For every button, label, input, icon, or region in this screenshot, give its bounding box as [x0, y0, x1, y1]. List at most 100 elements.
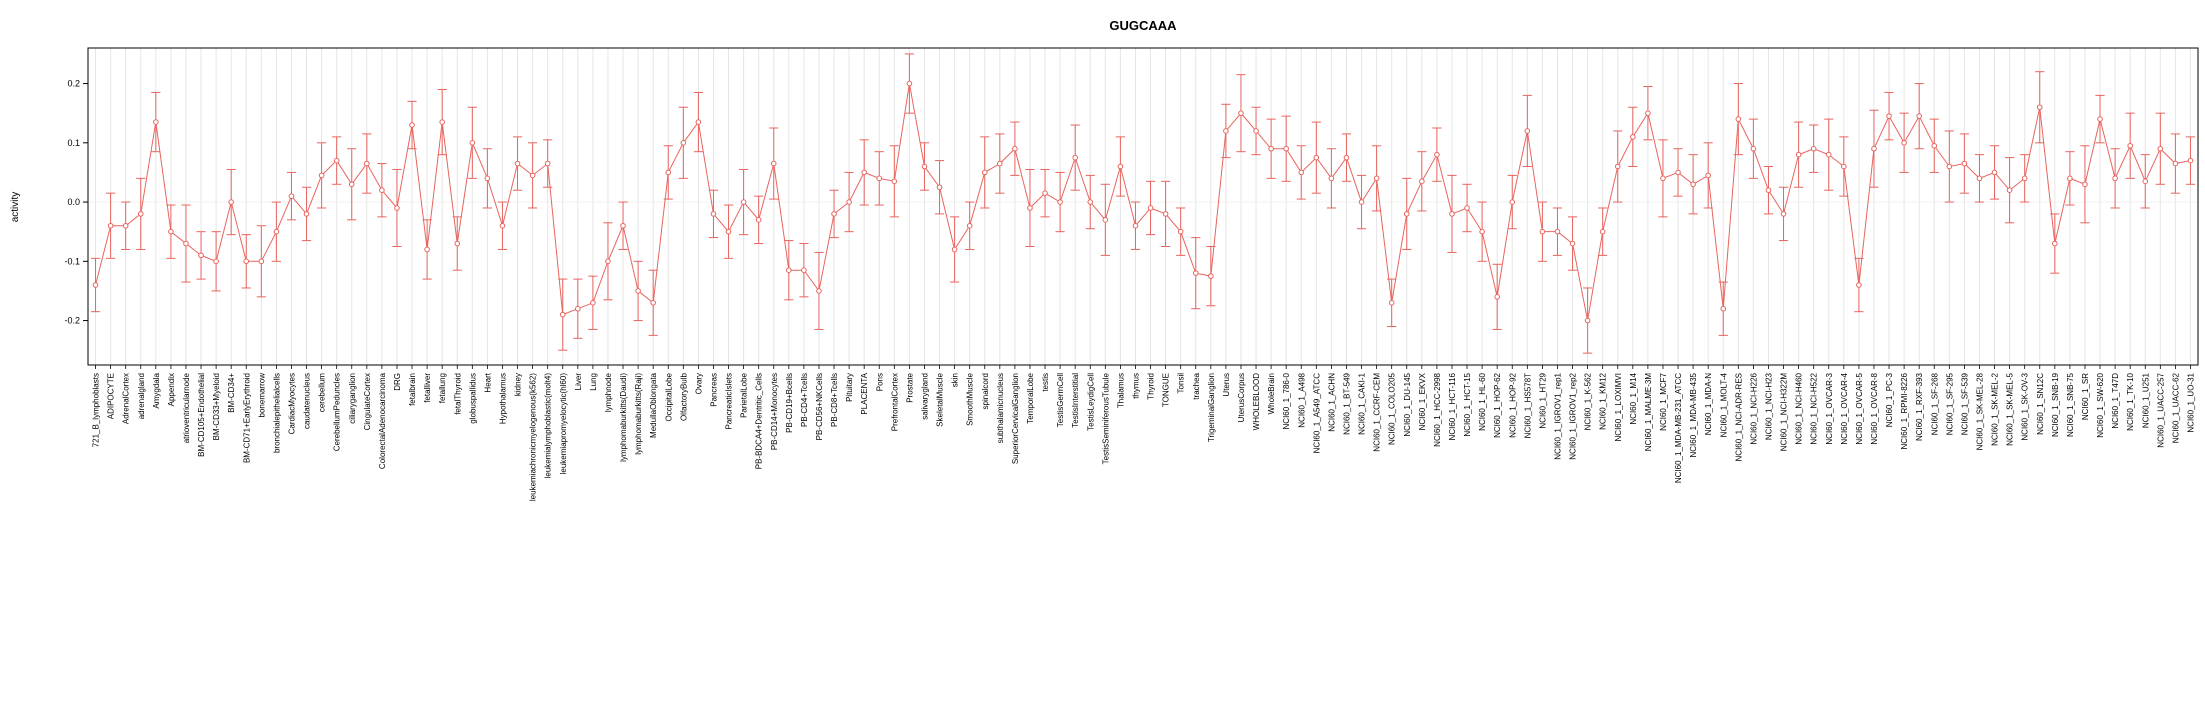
data-point	[2187, 157, 2194, 164]
x-tick-label: Thalamus	[1116, 373, 1125, 408]
data-point	[1328, 175, 1335, 182]
data-point	[1660, 175, 1666, 182]
data-point	[303, 211, 310, 217]
x-tick-label: leukemialymphoblastic(molt4)	[544, 373, 553, 479]
data-point	[243, 258, 250, 265]
data-point	[273, 228, 280, 235]
data-point	[755, 217, 762, 223]
x-tick-label: Pancreas	[709, 373, 718, 407]
x-tick-label: Appendix	[167, 373, 176, 406]
x-tick-label: bonemarrow	[257, 373, 266, 418]
data-point	[2052, 240, 2058, 247]
x-tick-label: NCI60_1_HCC-2998	[1433, 372, 1442, 446]
data-point	[1434, 151, 1440, 158]
data-point	[333, 157, 340, 164]
data-point	[695, 119, 702, 125]
x-tick-label: Uterus	[1222, 373, 1231, 397]
x-tick-label: NCI60_1_UO-31	[2186, 372, 2195, 432]
data-point	[861, 169, 867, 176]
x-tick-label: Liver	[574, 373, 583, 391]
x-tick-label: Hypothalamus	[498, 373, 507, 424]
data-point	[786, 267, 792, 273]
x-tick-label: NCI60_1_PC-3	[1885, 372, 1894, 427]
data-point	[1690, 181, 1696, 188]
data-point	[1946, 163, 1953, 170]
x-tick-label: NCI60_1_HCT-15	[1463, 372, 1472, 436]
x-tick-label: NCI60_1_U251	[2141, 372, 2150, 428]
plot-border	[87, 47, 2199, 366]
series-line	[95, 83, 2191, 321]
x-tick-label: atrioventricularnode	[182, 372, 191, 443]
x-tick-label: ciliaryganglion	[348, 373, 357, 424]
x-tick-label: TemporalLobe	[1026, 372, 1035, 423]
x-tick-label: NCI60_1_SR	[2081, 373, 2090, 420]
data-point	[1584, 317, 1591, 324]
data-point	[1931, 142, 1938, 149]
x-tick-label: PancreaticIslets	[725, 373, 734, 429]
chart-title: GUGCAAA	[1109, 18, 1177, 33]
data-point	[153, 119, 159, 125]
data-point	[2157, 145, 2164, 152]
data-point	[981, 169, 988, 176]
x-tick-label: NCI60_1_SNB-75	[2066, 372, 2075, 437]
data-point	[1614, 163, 1621, 170]
data-point	[816, 288, 822, 294]
data-point	[1373, 175, 1380, 182]
data-point	[725, 228, 732, 235]
data-point	[469, 140, 476, 146]
x-tick-label: PB-CD4+Tcells	[800, 373, 809, 427]
data-point	[1795, 151, 1802, 158]
x-tick-label: OccipitalLobe	[664, 372, 673, 421]
x-tick-label: ParietalLobe	[740, 372, 749, 417]
data-point	[424, 246, 430, 253]
data-point	[1102, 217, 1109, 223]
data-point	[1208, 273, 1214, 279]
x-tick-label: NCI60_1_A549_ATCC	[1312, 373, 1321, 454]
x-tick-label: fetalThyroid	[453, 373, 462, 415]
x-tick-label: subthalamicnucleus	[996, 373, 1005, 443]
data-point	[665, 169, 672, 176]
x-tick-label: 721_B_lymphoblasts	[92, 373, 101, 447]
x-tick-label: NCI60_1_SF-539	[1960, 372, 1969, 435]
data-point	[1645, 110, 1651, 116]
data-point	[1524, 128, 1531, 134]
data-point	[1780, 211, 1787, 217]
data-point	[228, 199, 234, 205]
data-point	[936, 184, 943, 191]
data-point	[559, 311, 566, 318]
data-point	[1253, 128, 1259, 134]
data-point	[1238, 110, 1244, 116]
data-point	[2112, 175, 2118, 182]
x-tick-label: NCI60_1_MCF7	[1659, 372, 1668, 430]
y-tick-label: -0.1	[64, 256, 80, 266]
x-tick-label: WHOLEBLOOD	[1252, 373, 1261, 431]
data-point	[1419, 178, 1425, 185]
x-tick-label: NCI60_1_HL-60	[1478, 372, 1487, 430]
axis-layer: -0.2 -0.1 0.0 0.1 0.2 721_B_lymphoblasts ADIPO…	[64, 47, 2199, 501]
x-tick-label: NCI60_1_SF-295	[1945, 372, 1954, 435]
x-tick-label: NCI60_1_HOP-92	[1508, 372, 1517, 437]
data-point	[499, 222, 506, 229]
data-point	[2082, 181, 2088, 188]
x-tick-label: NCI60_1_IGROV1_rep2	[1569, 372, 1578, 459]
data-point	[997, 160, 1003, 167]
x-tick-label: BM-CD71+EarlyErythroid	[242, 373, 251, 463]
x-tick-label: TrigeminalGanglion	[1207, 373, 1216, 442]
data-point	[544, 160, 551, 167]
x-tick-label: Ovary	[694, 373, 703, 394]
data-point	[1343, 154, 1350, 161]
x-tick-label: kidney	[514, 373, 523, 396]
y-tick-label: -0.2	[64, 316, 80, 326]
x-tick-label: NCI60_1_NCI-H226	[1749, 372, 1758, 444]
data-point	[1886, 113, 1892, 119]
x-tick-label: TestisInterstitial	[1071, 373, 1080, 428]
x-tick-label: NCI60_1_OVCAR-8	[1870, 372, 1879, 444]
x-tick-label: OlfactoryBulb	[679, 372, 688, 421]
x-tick-label: NCI60_1_SK-MEL-28	[1975, 372, 1984, 450]
x-tick-label: CingulateCortex	[363, 373, 372, 430]
x-tick-label: NCI60_1_SNB-19	[2051, 372, 2060, 437]
data-point	[1599, 228, 1606, 235]
data-point	[1042, 190, 1048, 196]
x-tick-label: WholeBrain	[1267, 373, 1276, 414]
y-tick-label: 0.0	[67, 197, 80, 207]
